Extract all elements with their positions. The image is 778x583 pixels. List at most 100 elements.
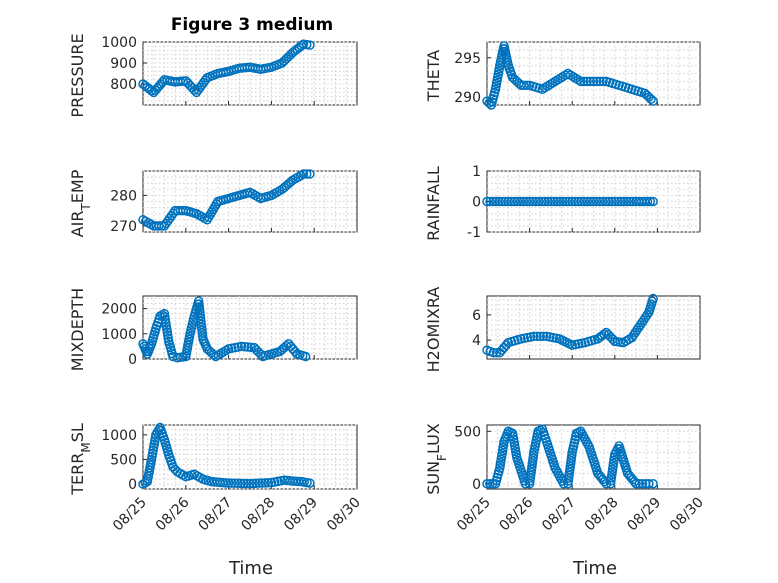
data-point — [503, 196, 514, 207]
data-point — [607, 196, 617, 207]
data-point — [644, 479, 654, 489]
data-point — [497, 196, 507, 207]
data-point — [575, 76, 586, 87]
y-tick-label: 800 — [110, 77, 137, 93]
data-point — [567, 196, 577, 207]
data-point — [488, 347, 499, 358]
data-point — [500, 196, 511, 207]
data-point — [642, 310, 652, 320]
y-axis-label: AIRTEMP — [68, 169, 93, 237]
data-point — [248, 478, 258, 489]
y-tick-label: -1 — [467, 225, 481, 241]
y-tick-label: 500 — [110, 452, 137, 468]
data-point — [168, 351, 178, 362]
data-point — [538, 331, 549, 342]
data-point — [555, 196, 565, 207]
x-tick-label: 08/29 — [281, 495, 321, 535]
data-point — [648, 96, 658, 106]
subplot-7: 0 500 08/25 08/26 08/27 08/28 08/29 08/30 — [454, 424, 707, 534]
x-tick-label: 08/26 — [497, 494, 537, 534]
data-point — [521, 196, 532, 207]
x-axis-label-left: Time — [228, 558, 273, 579]
y-tick-label: 0 — [472, 195, 481, 211]
x-tick-label: 08/27 — [539, 495, 579, 535]
y-axis-label: MIXDEPTH — [68, 288, 87, 371]
y-tick-label: 2000 — [101, 302, 137, 318]
data-point — [637, 479, 648, 489]
y-tick-label: 0 — [472, 477, 481, 493]
data-point — [573, 196, 584, 207]
y-tick-label: 1 — [472, 164, 481, 180]
x-tick-label: 08/25 — [454, 495, 494, 535]
data-point — [646, 94, 656, 104]
data-point — [588, 196, 599, 207]
data-point — [157, 77, 168, 87]
y-tick-label: 6 — [472, 308, 481, 324]
data-point — [242, 478, 252, 489]
data-point — [530, 196, 541, 207]
data-point — [570, 196, 580, 207]
x-tick-label: 08/25 — [110, 495, 150, 535]
data-point — [600, 196, 611, 207]
data-point — [610, 196, 620, 207]
data-point — [546, 196, 556, 207]
subplot-1: 290 295 — [454, 41, 701, 110]
subplot-4: 0 1000 2000 — [101, 295, 358, 368]
x-axis-label-right: Time — [572, 558, 617, 579]
data-point — [585, 76, 596, 87]
data-point — [613, 196, 623, 207]
data-point — [229, 478, 240, 488]
data-point — [519, 80, 529, 91]
data-point — [619, 196, 629, 207]
data-point — [522, 80, 532, 91]
data-point — [558, 479, 569, 489]
data-point — [482, 196, 492, 207]
data-point — [236, 478, 246, 489]
x-tick-label: 08/27 — [196, 495, 236, 535]
data-point — [251, 478, 261, 489]
y-axis-label: SUNFLUX — [424, 423, 449, 495]
data-point — [300, 351, 311, 362]
data-point — [305, 478, 315, 488]
data-point — [524, 196, 535, 207]
subplot-2: 270 280 — [110, 169, 358, 235]
data-point — [488, 196, 498, 207]
data-point — [645, 196, 656, 207]
data-point — [305, 169, 315, 179]
subplot-6: 0 500 1000 08/25 08/26 08/27 08/28 08/29 08/30 — [101, 422, 364, 535]
data-point — [648, 196, 658, 207]
data-point — [631, 479, 641, 489]
data-point — [223, 478, 234, 488]
data-point — [233, 478, 243, 489]
data-point — [518, 196, 529, 207]
data-point — [540, 196, 550, 207]
y-tick-label: 290 — [454, 90, 481, 106]
data-point — [594, 196, 605, 207]
data-point — [537, 196, 547, 207]
x-tick-label: 08/28 — [582, 495, 622, 535]
data-point — [532, 331, 542, 342]
data-point — [243, 342, 253, 352]
data-point — [625, 196, 635, 207]
y-axis-label: TERRMSL — [68, 423, 93, 496]
data-point — [558, 196, 568, 207]
data-point — [239, 478, 249, 489]
data-point — [506, 196, 517, 207]
data-point — [533, 196, 544, 207]
data-point — [535, 331, 545, 342]
y-tick-label: 4 — [472, 333, 481, 349]
data-point — [648, 293, 658, 304]
y-axis-label: THETA — [424, 50, 443, 102]
x-tick-label: 08/26 — [153, 494, 193, 534]
data-point — [494, 196, 504, 207]
data-point — [263, 477, 274, 488]
x-tick-label: 08/28 — [238, 495, 278, 535]
data-point — [260, 478, 271, 488]
data-point — [491, 347, 502, 358]
y-tick-label: 900 — [110, 56, 137, 72]
data-point — [509, 196, 520, 207]
data-point — [552, 196, 562, 207]
y-tick-label: 295 — [454, 51, 481, 67]
data-point — [298, 169, 309, 179]
data-point — [582, 196, 593, 207]
